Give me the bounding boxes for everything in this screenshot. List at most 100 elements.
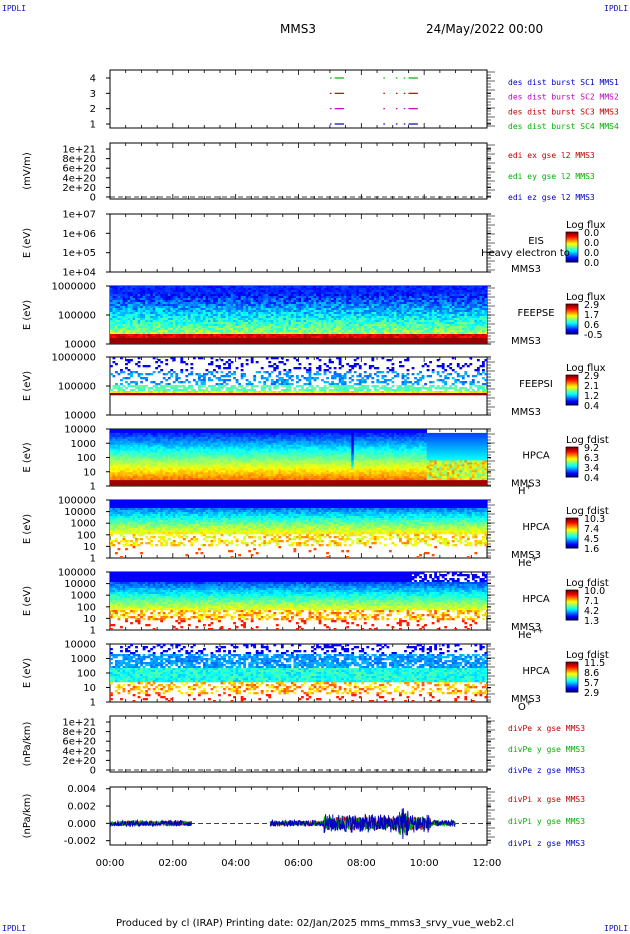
hpca_o-colorbar [565,661,579,693]
edi-legend-entry: edi ez gse l2 MMS3 [508,193,595,202]
divpi-ytick-label: 0.004 [67,784,96,795]
hpca_h-ytick-label: 1 [90,482,96,493]
eis-colorbar-title: Log flux [566,220,606,231]
burst-ytick-label: 3 [90,89,96,100]
feepsi-colorbar-label: 2.1 [584,381,599,392]
feepse-colorbar [565,303,579,335]
feepse-colorbar-label: -0.5 [584,330,603,341]
hpca_he2-ytick-label: 10000 [64,579,96,590]
hpca_he2-colorbar-label: 7.1 [584,596,599,607]
hpca_o-colorbar-label: 11.5 [584,658,605,669]
burst-legend-entry: des dist burst SC3 MMS3 [508,107,619,116]
hpca_he1-colorbar [565,517,579,549]
hpca_he2-colorbar [565,589,579,621]
divpi-legend-entry: divPi x gse MMS3 [508,795,585,804]
divpe-ytick-label: 0 [90,766,96,777]
hpca_he1-colorbar-label: 1.6 [584,544,599,555]
corner-label-top-right: IPDLI [604,4,629,13]
eis-overlay-text: Heavy electron to [481,248,570,259]
feepsi-colorbar-label: 0.4 [584,401,599,412]
hpca_he1-ytick-label: 1 [90,554,96,565]
hpca_he1-spacecraft-label: MMS3 [511,550,541,561]
edi-ytick-label: 8e+20 [62,154,96,165]
burst-legend-entry: des dist burst SC1 MMS1 [508,78,619,87]
edi-ytick-label: 2e+20 [62,183,96,194]
burst-ytick-label: 2 [90,104,96,115]
hpca_o-ytick-label: 1 [90,698,96,709]
eis-ylabel: E (eV) [22,228,33,258]
edi-ytick-label: 6e+20 [62,164,96,175]
hpca_o-instrument-label: HPCA [522,666,550,677]
hpca_o-spacecraft-label: MMS3 [511,694,541,705]
edi-legend-entry: edi ey gse l2 MMS3 [508,172,595,181]
edi-ytick-label: 0 [90,193,96,204]
edi-legend-entry: edi ex gse l2 MMS3 [508,151,595,160]
divpe-legend-entry: divPe x gse MMS3 [508,724,585,733]
divpi-ytick-label: -0.002 [64,836,96,847]
feepse-ylabel: E (eV) [22,300,33,330]
eis-colorbar-label: 0.0 [584,228,599,239]
feepse-instrument-label: FEEPSE [517,308,554,319]
hpca_he1-colorbar-title: Log fdist [566,506,609,517]
hpca_he1-ytick-label: 100 [77,530,96,541]
feepse-colorbar-label: 1.7 [584,310,599,321]
feepsi-spectrogram [110,357,487,396]
burst-panel-frame [109,69,488,129]
feepsi-ylabel: E (eV) [22,371,33,401]
feepse-ytick-label: 10000 [64,340,96,351]
divpe-panel-frame [109,715,488,773]
hpca_h-ytick-label: 10000 [64,425,96,436]
hpca_o-species-label: O+ [518,699,532,713]
x-axis-tick-label: 12:00 [473,858,502,869]
hpca_h-colorbar-label: 0.4 [584,473,599,484]
hpca_he2-instrument-label: HPCA [522,594,550,605]
edi-ylabel: (mV/m) [22,152,33,190]
burst-ytick-label: 1 [90,120,96,131]
hpca_o-colorbar-label: 8.6 [584,668,599,679]
eis-ytick-label: 1e+06 [62,229,96,240]
hpca_o-ytick-label: 100 [77,669,96,680]
hpca_he1-colorbar-label: 10.3 [584,514,605,525]
edi-ytick-label: 4e+20 [62,173,96,184]
feepse-spacecraft-label: MMS3 [511,336,541,347]
feepsi-colorbar-label: 1.2 [584,391,599,402]
hpca_h-spectrogram [110,429,487,486]
hpca_he2-species-label: He++ [518,627,544,641]
feepsi-instrument-label: FEEPSI [519,379,553,390]
divpi-legend-entry: divPi z gse MMS3 [508,839,585,848]
hpca_he2-colorbar-label: 4.2 [584,606,599,617]
hpca_he2-colorbar-label: 1.3 [584,616,599,627]
edi-ytick-label: 1e+21 [62,145,96,156]
hpca_h-spacecraft-label: MMS3 [511,479,541,490]
hpca_h-colorbar-label: 9.2 [584,443,599,454]
eis-panel-frame [109,213,488,273]
divpe-ytick-label: 6e+20 [62,737,96,748]
hpca_h-colorbar-label: 6.3 [584,453,599,464]
feepsi-ytick-label: 10000 [64,411,96,422]
eis-colorbar-label: 0.0 [584,238,599,249]
feepsi-colorbar [565,374,579,406]
eis-ytick-label: 1e+05 [62,248,96,259]
hpca_he2-ytick-label: 1 [90,626,96,637]
divpi-legend-entry: divPi y gse MMS3 [508,817,585,826]
burst-legend-entry: des dist burst SC4 MMS4 [508,122,619,131]
hpca_he1-spectrogram [110,500,487,558]
hpca_o-colorbar-label: 5.7 [584,678,599,689]
x-axis-tick-label: 08:00 [347,858,376,869]
feepsi-spacecraft-label: MMS3 [511,407,541,418]
divpe-legend-entry: divPe y gse MMS3 [508,745,585,754]
eis-instrument-label: EIS [528,236,544,247]
eis-colorbar [565,231,579,263]
feepsi-ytick-label: 1000000 [51,353,96,364]
hpca_he2-colorbar-title: Log fdist [566,578,609,589]
divpe-ytick-label: 1e+21 [62,718,96,729]
hpca_he1-colorbar-label: 4.5 [584,534,599,545]
feepse-ytick-label: 1000000 [51,282,96,293]
feepsi-colorbar-title: Log flux [566,363,606,374]
hpca_he2-ytick-label: 100 [77,602,96,613]
hpca_he2-colorbar-label: 10.0 [584,586,605,597]
corner-label-top-left: IPDLI [2,4,27,13]
feepse-colorbar-title: Log flux [566,292,606,303]
hpca_h-colorbar-title: Log fdist [566,435,609,446]
hpca_he2-spectrogram [110,572,487,630]
